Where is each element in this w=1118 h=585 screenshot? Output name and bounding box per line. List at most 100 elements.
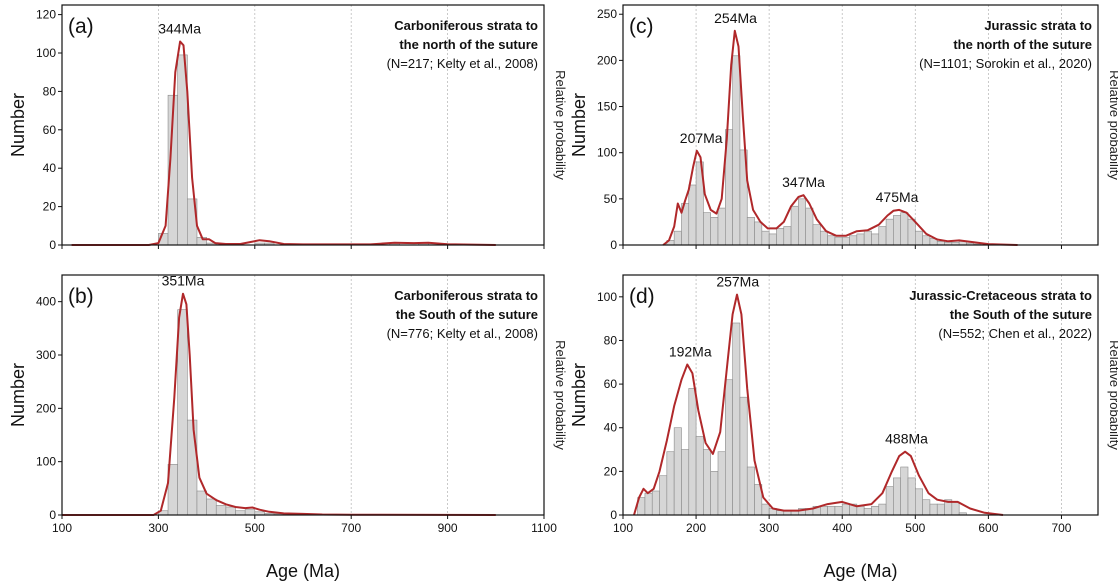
panel-d-bar	[893, 477, 901, 516]
panel-a-ytick-label: 0	[49, 238, 56, 252]
panel-a-ytick-label: 60	[43, 123, 57, 137]
panel-d-peak-label: 257Ma	[716, 274, 759, 290]
panel-b-ytick-label: 100	[36, 455, 56, 469]
panel-a-ytick-label: 20	[43, 200, 57, 214]
panel-a-ytick-label: 100	[36, 46, 56, 60]
panel-b-title-line: Carboniferous strata to	[394, 288, 538, 303]
panel-b-ytick-label: 400	[36, 295, 56, 309]
panel-c-bar	[907, 218, 916, 246]
panel-c-bar	[885, 218, 894, 246]
panel-b-xtick-label: 100	[52, 521, 72, 535]
panel-d-xtick-label: 700	[1051, 521, 1071, 535]
panel-c-bar	[754, 221, 763, 246]
panel-c-peak-label: 347Ma	[782, 174, 825, 190]
panel-b-bar	[235, 510, 246, 516]
panel-d-bar	[900, 466, 909, 516]
panel-c-bar	[790, 205, 799, 246]
panel-c-bar	[856, 233, 865, 246]
panel-d-bar	[951, 501, 960, 516]
panel-c-bar	[710, 217, 719, 246]
panel-d-frame	[622, 274, 1099, 516]
panel-a-ytick-label: 40	[43, 161, 57, 175]
panel-b-ytick-label: 200	[36, 401, 56, 415]
panel-d-bar	[644, 492, 653, 516]
panel-d-bar	[732, 322, 741, 516]
panel-d-ytick-label: 40	[604, 421, 618, 435]
panel-c-peak-label: 207Ma	[680, 130, 723, 146]
panel-d-xtick-label: 300	[759, 521, 779, 535]
panel-d-x-axis-title: Age (Ma)	[823, 561, 897, 581]
panel-c-bar	[732, 55, 741, 246]
panel-a-title-line: Carboniferous strata to	[394, 18, 538, 33]
panel-d-bar	[695, 436, 704, 516]
panel-d-title-line: the South of the suture	[950, 307, 1092, 322]
panel-b-x-axis-title: Age (Ma)	[266, 561, 340, 581]
panel-d-ytick-label: 60	[604, 377, 618, 391]
panel-a-ytick-label: 80	[43, 84, 57, 98]
panel-c-title-line: Jurassic strata to	[984, 18, 1092, 33]
panel-b-xtick-label: 1100	[531, 521, 557, 535]
panel-d-bar	[666, 451, 675, 516]
panel-d-ytick-label: 80	[604, 333, 618, 347]
panel-b-relative-probability-label: Relative probability	[553, 340, 568, 450]
panel-c-peak-label: 254Ma	[714, 10, 757, 26]
panel-d-ytick-label: 0	[610, 508, 617, 522]
panel-d-bar	[863, 508, 872, 516]
panel-d-bar	[871, 505, 880, 516]
panel-c-ytick-label: 250	[597, 7, 617, 21]
panel-a-relative-probability-label: Relative probability	[553, 70, 568, 180]
panel-b-source: (N=776; Kelty et al., 2008)	[387, 326, 538, 341]
panel-a-y-axis-title: Number	[8, 93, 28, 157]
panel-c-bar	[820, 230, 828, 246]
panel-c-bar	[922, 235, 931, 246]
panel-c-ytick-label: 50	[604, 192, 618, 206]
panel-a-title-line: the north of the suture	[399, 37, 538, 52]
panel-c-bar	[812, 224, 821, 246]
panel-c-bar	[915, 230, 923, 246]
panel-b-bar	[244, 509, 256, 516]
panel-d-bar	[717, 451, 726, 516]
panel-d-bar	[922, 499, 931, 516]
panel-c-bar	[768, 233, 777, 246]
panel-c-probability-curve	[662, 29, 1018, 246]
panel-a-chart	[58, 4, 545, 249]
panel-c-source: (N=1101; Sorokin et al., 2020)	[919, 56, 1092, 71]
panel-b-bar	[187, 419, 198, 516]
panel-d-bar	[659, 475, 668, 516]
panel-c-title-line: the north of the suture	[953, 37, 1092, 52]
panel-c-relative-probability-label: Relative probability	[1107, 70, 1118, 180]
panel-d-probability-curve	[633, 293, 1004, 516]
panel-c-bar	[673, 230, 682, 246]
panel-d-bar	[907, 477, 916, 516]
panel-b-ytick-label: 0	[49, 508, 56, 522]
panel-c-y-axis-title: Number	[569, 93, 589, 157]
panel-d-y-axis-title: Number	[569, 363, 589, 427]
panel-c-bar	[827, 235, 836, 246]
panel-d-xtick-label: 400	[832, 521, 852, 535]
panel-a-source: (N=217; Kelty et al., 2008)	[387, 56, 538, 71]
panel-d-chart	[619, 274, 1099, 519]
panel-d-bar	[827, 505, 836, 516]
panel-c-ytick-label: 100	[597, 146, 617, 160]
panel-b-peak-label: 351Ma	[162, 273, 205, 289]
panel-c-bar	[798, 198, 806, 246]
panel-b-chart	[58, 274, 545, 519]
panel-c-bar	[783, 226, 792, 246]
panel-d-bar	[673, 427, 682, 516]
panel-a-probability-curve	[71, 40, 496, 246]
panel-c-ytick-label: 150	[597, 100, 617, 114]
panel-c-bar	[834, 237, 843, 246]
panel-b-frame	[61, 274, 545, 516]
panel-b-bar	[225, 506, 236, 516]
panel-d-peak-label: 488Ma	[885, 431, 928, 447]
panel-c-bar	[761, 230, 770, 246]
panel-a-letter: (a)	[68, 15, 94, 38]
panel-a-ytick-label: 120	[36, 8, 56, 22]
panel-d-xtick-label: 200	[686, 521, 706, 535]
panel-d-xtick-label: 500	[905, 521, 925, 535]
panel-d-bar	[688, 388, 697, 516]
panel-c-bar	[776, 228, 785, 246]
panel-c-peak-label: 475Ma	[876, 189, 919, 205]
panel-d-bar	[856, 505, 865, 516]
